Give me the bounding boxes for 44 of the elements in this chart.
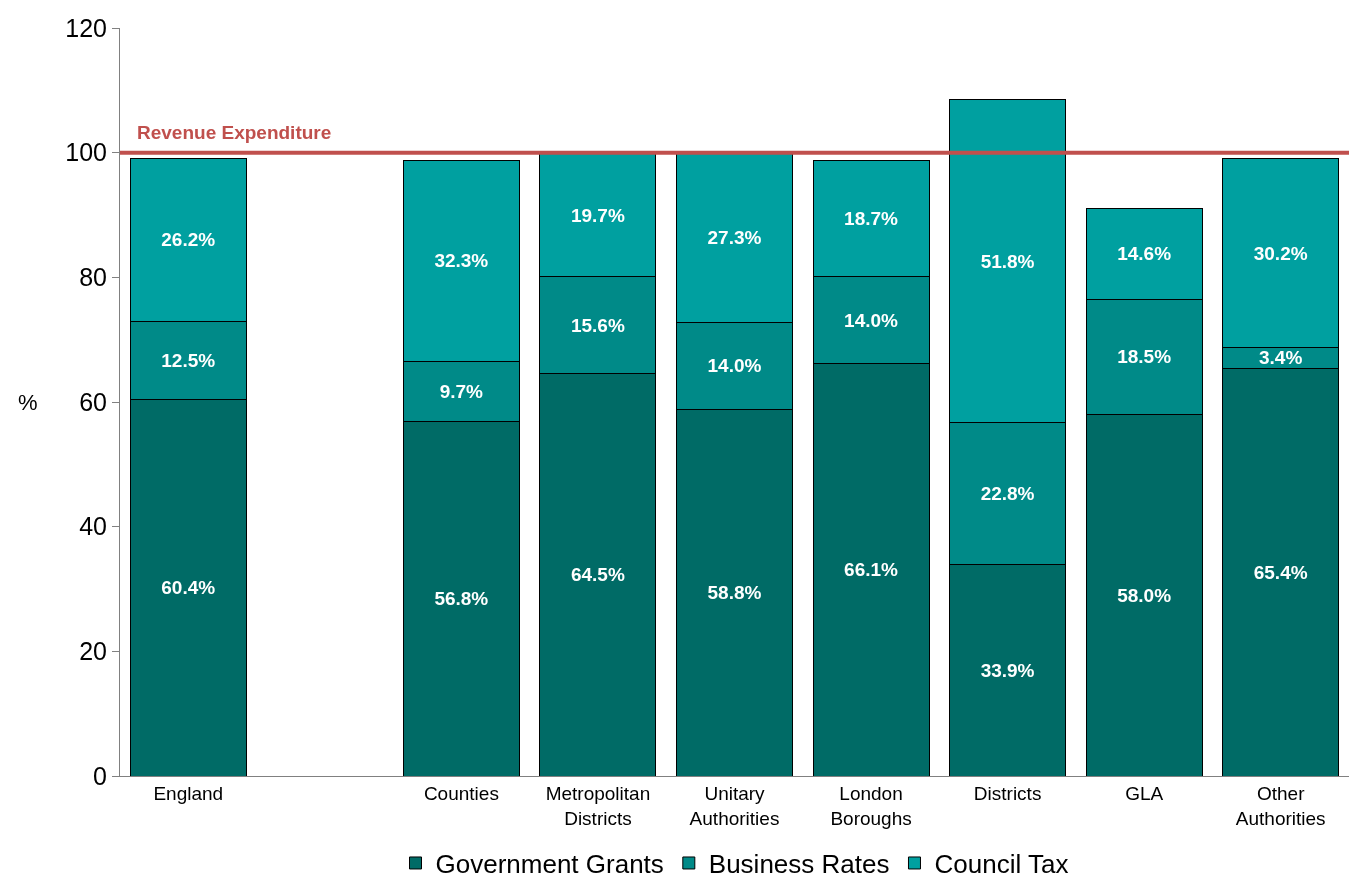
y-tick-label: 120 <box>65 13 107 42</box>
data-label: 58.0% <box>1117 584 1172 606</box>
data-label: 65.4% <box>1253 561 1308 583</box>
x-tick-label: England <box>153 782 224 804</box>
data-label: 58.8% <box>707 582 762 604</box>
x-tick-label: GLA <box>1125 782 1164 804</box>
data-label: 60.4% <box>161 577 216 599</box>
y-tick-label: 80 <box>79 263 107 292</box>
data-label: 22.8% <box>980 483 1035 505</box>
y-axis-title: % <box>18 390 38 415</box>
data-label: 27.3% <box>707 226 762 248</box>
x-tick-label: Unitary Authorities <box>689 782 780 829</box>
legend-label: Council Tax <box>934 849 1069 880</box>
data-label: 51.8% <box>980 250 1035 272</box>
y-tick-label: 100 <box>65 138 107 167</box>
data-label: 18.5% <box>1117 346 1172 368</box>
x-tick-label: London Boroughs <box>830 782 912 829</box>
x-tick-label: Districts <box>973 782 1042 804</box>
x-tick-label: Other Authorities <box>1235 782 1326 829</box>
data-label: 18.7% <box>844 207 899 229</box>
data-label: 26.2% <box>161 229 216 251</box>
data-label: 56.8% <box>434 588 489 610</box>
data-label: 14.0% <box>844 309 899 331</box>
y-tick-label: 40 <box>79 512 107 541</box>
data-label: 14.0% <box>707 355 762 377</box>
y-tick-label: 20 <box>79 637 107 666</box>
data-label: 32.3% <box>434 250 489 272</box>
y-tick-label: 60 <box>79 387 107 416</box>
data-label: 14.6% <box>1117 243 1172 265</box>
data-label: 9.7% <box>439 381 484 403</box>
data-label: 64.5% <box>570 564 625 586</box>
y-tick-label: 0 <box>93 761 107 790</box>
data-label: 30.2% <box>1253 242 1308 264</box>
data-label: 15.6% <box>570 314 625 336</box>
data-label: 3.4% <box>1259 347 1303 369</box>
legend-label: Business Rates <box>708 849 890 880</box>
legend-label: Government Grants <box>435 849 664 880</box>
ref-line-label: Revenue Expenditure <box>137 122 332 143</box>
data-label: 66.1% <box>844 559 899 581</box>
x-tick-label: Metropolitan Districts <box>545 782 651 829</box>
data-label: 33.9% <box>980 659 1035 681</box>
data-label: 19.7% <box>570 204 625 226</box>
x-tick-label: Counties <box>423 782 499 804</box>
data-label: 12.5% <box>161 350 216 372</box>
